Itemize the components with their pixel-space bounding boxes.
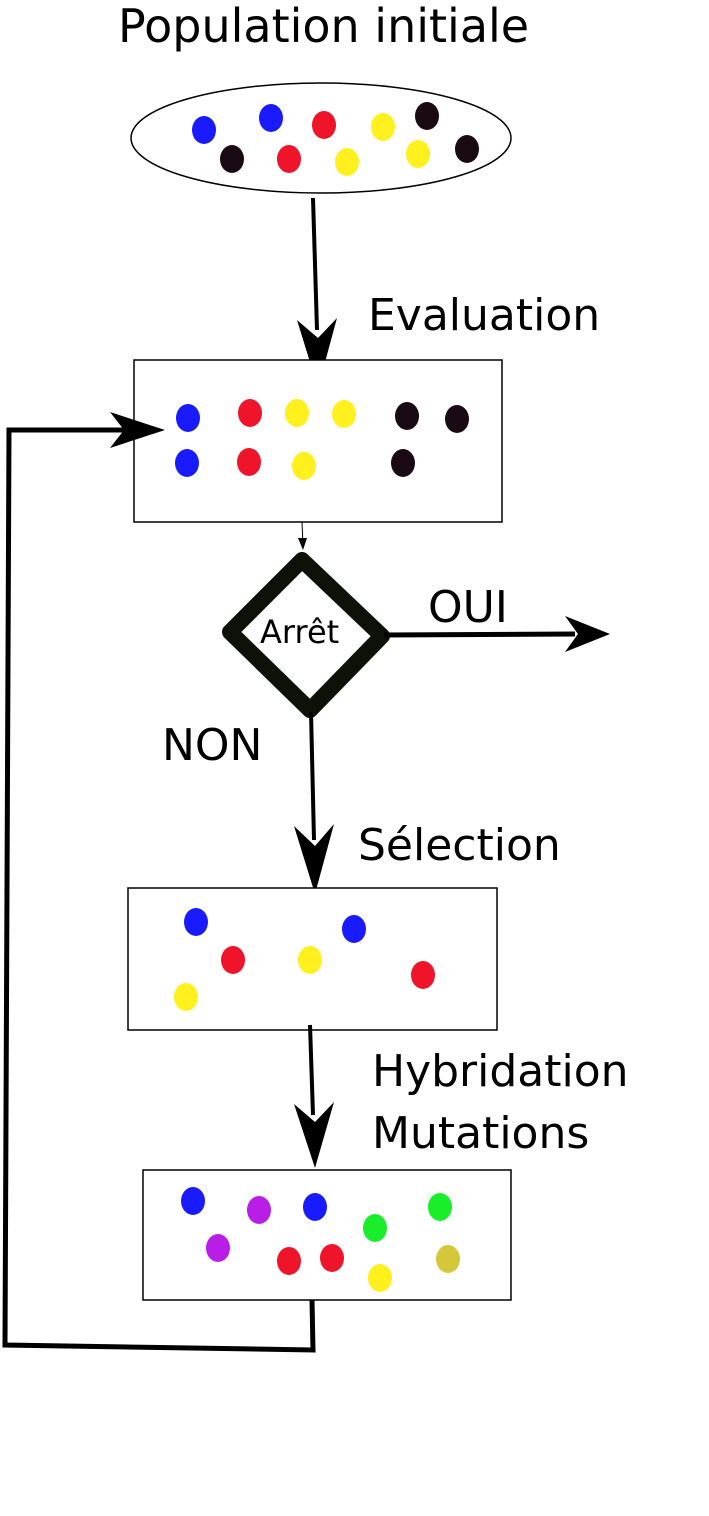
red-individual-dot [237, 448, 261, 476]
evaluation-box [133, 359, 503, 523]
black-individual-dot [415, 102, 439, 130]
red-individual-dot [277, 1247, 301, 1275]
blue-individual-dot [259, 104, 283, 132]
purple-individual-dot [206, 1234, 230, 1262]
blue-individual-dot [192, 116, 216, 144]
yellow-individual-dot [292, 452, 316, 480]
population-individuals [192, 102, 479, 176]
purple-individual-dot [247, 1196, 271, 1224]
yellow-individual-dot [332, 400, 356, 428]
black-individual-dot [445, 405, 469, 433]
evaluation-label: Evaluation [368, 290, 600, 341]
green-individual-dot [428, 1193, 452, 1221]
black-individual-dot [455, 135, 479, 163]
black-individual-dot [391, 449, 415, 477]
no-label: NON [162, 720, 262, 771]
yellow-individual-dot [285, 399, 309, 427]
blue-individual-dot [181, 1187, 205, 1215]
mutations-label: Mutations [372, 1108, 589, 1159]
arrow-loop-back-to-evaluation [2, 412, 316, 1353]
black-individual-dot [220, 145, 244, 173]
olive-individual-dot [436, 1245, 460, 1273]
evaluation-individuals [175, 399, 469, 480]
population-label: Population initiale [118, 0, 529, 53]
blue-individual-dot [342, 915, 366, 943]
arrow-yes-exit [383, 616, 610, 652]
red-individual-dot [411, 961, 435, 989]
decision-diamond [222, 552, 390, 718]
hybridation-label: Hybridation [372, 1046, 629, 1097]
arrow-decision-to-selection [294, 711, 334, 894]
yellow-individual-dot [406, 140, 430, 168]
blue-individual-dot [184, 908, 208, 936]
selection-individuals [174, 908, 435, 1011]
red-individual-dot [312, 111, 336, 139]
yes-label: OUI [428, 582, 508, 633]
arrow-evaluation-to-decision [298, 521, 307, 550]
yellow-individual-dot [298, 946, 322, 974]
arrow-selection-to-hybridation [294, 1024, 334, 1168]
yellow-individual-dot [371, 113, 395, 141]
blue-individual-dot [176, 404, 200, 432]
arrow-population-to-evaluation [297, 197, 337, 388]
yellow-individual-dot [335, 148, 359, 176]
yellow-individual-dot [368, 1264, 392, 1292]
blue-individual-dot [175, 449, 199, 477]
red-individual-dot [221, 946, 245, 974]
hybridation-box [142, 1169, 512, 1301]
black-individual-dot [395, 402, 419, 430]
red-individual-dot [238, 399, 262, 427]
red-individual-dot [320, 1244, 344, 1272]
red-individual-dot [277, 145, 301, 173]
yellow-individual-dot [174, 983, 198, 1011]
blue-individual-dot [303, 1193, 327, 1221]
selection-label: Sélection [358, 820, 561, 871]
green-individual-dot [363, 1214, 387, 1242]
hybridation-individuals [181, 1187, 460, 1292]
decision-label: Arrêt [260, 613, 339, 651]
